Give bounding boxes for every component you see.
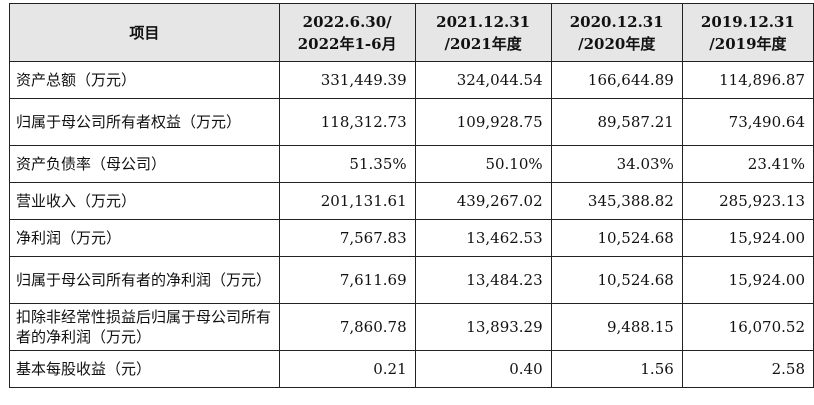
cell-value: 7,611.69	[278, 256, 416, 304]
row-parent-equity: 归属于母公司所有者权益（万元） 118,312.73 109,928.75 89…	[9, 98, 814, 146]
financial-summary-table: 项目 2022.6.30/ 2022年1-6月 2021.12.31 /2021…	[9, 3, 814, 388]
cell-value: 15,924.00	[681, 256, 814, 304]
cell-value: 15,924.00	[681, 219, 814, 257]
cell-value: 285,923.13	[681, 182, 814, 220]
header-period-line1: 2022.6.30/	[302, 12, 392, 31]
cell-value: 51.35%	[278, 145, 416, 183]
cell-value: 0.40	[414, 350, 552, 388]
cell-value: 10,524.68	[550, 256, 683, 304]
cell-value: 7,860.78	[278, 303, 416, 351]
cell-value: 34.03%	[550, 145, 683, 183]
row-deducted-net-profit: 扣除非经常性损益后归属于母公司所有者的净利润（万元） 7,860.78 13,8…	[9, 303, 814, 351]
cell-value: 10,524.68	[550, 219, 683, 257]
cell-value: 7,567.83	[278, 219, 416, 257]
cell-value: 118,312.73	[278, 98, 416, 146]
cell-value: 1.56	[550, 350, 683, 388]
header-period-line2: /2020年度	[578, 34, 656, 53]
header-period-line2: /2021年度	[444, 34, 522, 53]
header-period-line1: 2021.12.31	[436, 12, 531, 31]
cell-value: 109,928.75	[414, 98, 552, 146]
header-row: 项目 2022.6.30/ 2022年1-6月 2021.12.31 /2021…	[9, 3, 814, 62]
cell-value: 73,490.64	[681, 98, 814, 146]
row-label: 资产总额（万元）	[9, 61, 280, 99]
row-parent-net-profit: 归属于母公司所有者的净利润（万元） 7,611.69 13,484.23 10,…	[9, 256, 814, 304]
cell-value: 439,267.02	[414, 182, 552, 220]
row-label: 基本每股收益（元）	[9, 350, 280, 388]
header-period-line1: 2019.12.31	[700, 12, 795, 31]
cell-value: 9,488.15	[550, 303, 683, 351]
header-item: 项目	[9, 3, 280, 62]
cell-value: 114,896.87	[681, 61, 814, 99]
cell-value: 331,449.39	[278, 61, 416, 99]
cell-value: 324,044.54	[414, 61, 552, 99]
cell-value: 166,644.89	[550, 61, 683, 99]
cell-value: 2.58	[681, 350, 814, 388]
header-period-line1: 2020.12.31	[569, 12, 664, 31]
row-label: 扣除非经常性损益后归属于母公司所有者的净利润（万元）	[9, 303, 280, 351]
row-net-profit: 净利润（万元） 7,567.83 13,462.53 10,524.68 15,…	[9, 219, 814, 257]
row-label: 净利润（万元）	[9, 219, 280, 257]
row-label: 归属于母公司所有者的净利润（万元）	[9, 256, 280, 304]
row-debt-ratio: 资产负债率（母公司） 51.35% 50.10% 34.03% 23.41%	[9, 145, 814, 183]
cell-value: 13,462.53	[414, 219, 552, 257]
cell-value: 23.41%	[681, 145, 814, 183]
header-period-line2: 2022年1-6月	[297, 34, 397, 53]
row-label: 资产负债率（母公司）	[9, 145, 280, 183]
cell-value: 89,587.21	[550, 98, 683, 146]
cell-value: 201,131.61	[278, 182, 416, 220]
header-period-2019: 2019.12.31 /2019年度	[681, 3, 814, 62]
row-basic-eps: 基本每股收益（元） 0.21 0.40 1.56 2.58	[9, 350, 814, 388]
row-revenue: 营业收入（万元） 201,131.61 439,267.02 345,388.8…	[9, 182, 814, 220]
cell-value: 50.10%	[414, 145, 552, 183]
header-period-2021: 2021.12.31 /2021年度	[414, 3, 552, 62]
header-period-line2: /2019年度	[709, 34, 787, 53]
header-period-2020: 2020.12.31 /2020年度	[550, 3, 683, 62]
row-label: 归属于母公司所有者权益（万元）	[9, 98, 280, 146]
header-period-2022h1: 2022.6.30/ 2022年1-6月	[278, 3, 416, 62]
cell-value: 16,070.52	[681, 303, 814, 351]
row-total-assets: 资产总额（万元） 331,449.39 324,044.54 166,644.8…	[9, 61, 814, 99]
cell-value: 345,388.82	[550, 182, 683, 220]
cell-value: 13,484.23	[414, 256, 552, 304]
cell-value: 13,893.29	[414, 303, 552, 351]
cell-value: 0.21	[278, 350, 416, 388]
row-label: 营业收入（万元）	[9, 182, 280, 220]
